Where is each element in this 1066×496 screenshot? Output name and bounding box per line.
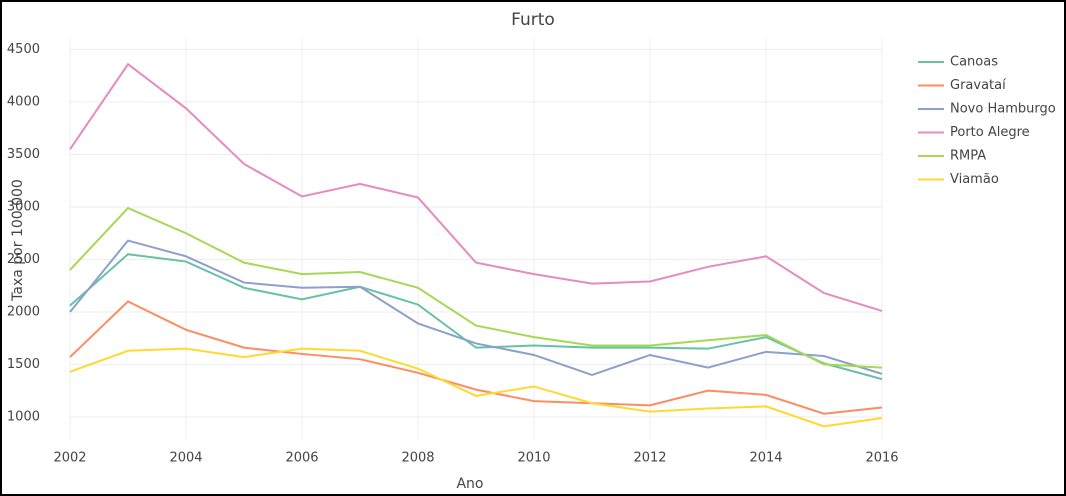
line <box>69 239 883 376</box>
x-tick-label: 2012 <box>633 451 666 466</box>
legend-label: RMPA <box>950 149 986 164</box>
y-tick-label: 3500 <box>7 147 40 162</box>
legend-label: Porto Alegre <box>950 125 1030 140</box>
x-axis-label: Ano <box>456 476 483 492</box>
x-tick-label: 2006 <box>285 451 318 466</box>
y-tick-label: 2500 <box>7 252 40 267</box>
y-tick-label: 3000 <box>7 199 40 214</box>
legend-label: Canoas <box>950 55 998 70</box>
y-tick-label: 1000 <box>7 409 40 424</box>
legend-label: Viamão <box>950 172 999 187</box>
line <box>69 206 883 369</box>
y-axis-label: Taxa por 100.000 <box>10 179 26 302</box>
x-tick-label: 2016 <box>865 451 898 466</box>
chart-title: Furto <box>511 10 555 30</box>
x-tick-label: 2002 <box>53 451 86 466</box>
line <box>69 300 883 415</box>
y-tick-label: 4000 <box>7 95 40 110</box>
x-tick-label: 2010 <box>517 451 550 466</box>
x-tick-label: 2004 <box>169 451 202 466</box>
line <box>69 347 883 428</box>
x-tick-label: 2008 <box>401 451 434 466</box>
y-tick-label: 2000 <box>7 304 40 319</box>
y-tick-label: 4500 <box>7 42 40 57</box>
x-tick-label: 2014 <box>749 451 782 466</box>
y-tick-label: 1500 <box>7 357 40 372</box>
line <box>69 62 883 312</box>
line <box>69 253 883 381</box>
legend-label: Gravataí <box>950 78 1006 93</box>
legend-label: Novo Hamburgo <box>950 102 1056 117</box>
